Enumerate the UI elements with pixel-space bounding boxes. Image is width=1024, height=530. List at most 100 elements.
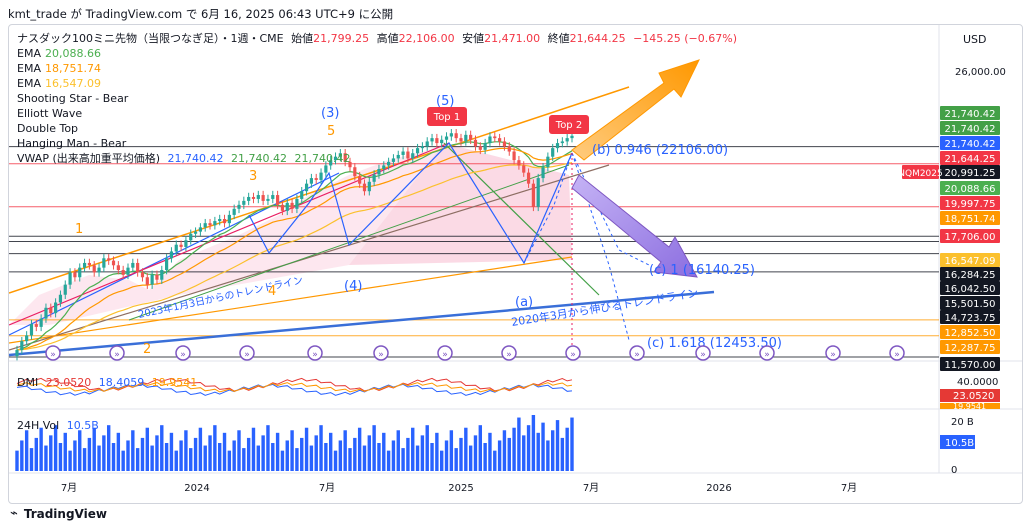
price-tag-label[interactable]: 12,287.75 [945,343,996,354]
legend[interactable]: ナスダック100ミニ先物（当限つなぎ足）・1週・CME 始値21,799.25 … [17,31,737,166]
candle-body[interactable] [261,195,265,201]
candle-body[interactable] [242,200,246,205]
ema-16547-line[interactable] [16,162,573,351]
trendline-green[interactable] [128,164,570,321]
price-tag-label[interactable]: 20,088.66 [945,184,996,195]
time-marker-circle[interactable] [825,345,841,361]
trendline-orange-lower[interactable] [9,256,573,344]
candle-body[interactable] [464,134,468,142]
candle-body[interactable] [546,156,550,168]
candle-body[interactable] [150,274,154,285]
price-tag-label[interactable]: 21,740.42 [945,109,996,120]
candle-body[interactable] [111,260,116,266]
price-tag-label[interactable]: 19,997.75 [945,199,996,210]
candle-body[interactable] [430,138,434,142]
candle-body[interactable] [140,272,145,278]
time-marker-circle[interactable] [45,345,61,361]
candle-body[interactable] [531,183,535,207]
trendline-green-down[interactable] [443,142,600,296]
candle-body[interactable] [193,231,198,234]
time-marker-circle[interactable] [629,345,645,361]
candle-body[interactable] [338,153,342,157]
candle-body[interactable] [526,172,531,184]
top1-callout[interactable]: Top 1 [427,107,467,126]
candle-body[interactable] [126,267,130,275]
candlestick-series[interactable] [15,129,574,361]
indicator-row[interactable]: Double Top [17,121,737,136]
trendline-2020[interactable] [9,290,715,357]
indicator-row[interactable]: EMA 18,751.74 [17,61,737,76]
candle-body[interactable] [247,196,251,201]
top2-callout[interactable]: Top 2 [549,115,589,134]
candle-body[interactable] [333,156,338,161]
price-tag-label[interactable]: 17,706.00 [945,232,996,243]
currency-label[interactable]: USD [963,33,987,46]
orange-up-arrow[interactable] [571,59,700,161]
candle-body[interactable] [362,183,367,192]
candle-body[interactable] [565,138,569,142]
time-marker-circle[interactable] [437,345,453,361]
candle-body[interactable] [502,141,507,147]
price-tag-label[interactable]: 20,991.25 [945,168,996,179]
price-tag-label[interactable]: 21,644.25 [945,154,996,165]
candle-body[interactable] [82,262,87,268]
chart-container[interactable]: Top 1 Top 2 1 2 3 4 5 (3) (4) (5) (a) (b… [8,24,1023,504]
candle-body[interactable] [329,160,333,166]
candle-body[interactable] [232,208,236,215]
candle-body[interactable] [97,267,101,273]
price-axis[interactable]: 21,740.42 21,740.42 21,740.42 21,644.25 20,9… [898,67,1006,476]
candle-body[interactable] [319,172,323,180]
candle-body[interactable] [237,204,241,209]
candle-body[interactable] [415,148,420,154]
channel-blue-upper[interactable] [9,172,340,336]
candle-body[interactable] [266,198,270,201]
candle-body[interactable] [34,324,38,327]
candle-body[interactable] [58,294,63,303]
candle-body[interactable] [102,258,106,268]
time-marker-circle[interactable] [307,345,323,361]
candle-body[interactable] [401,151,405,155]
candle-body[interactable] [218,219,222,222]
candle-body[interactable] [222,219,227,224]
candle-body[interactable] [107,258,111,261]
candle-body[interactable] [29,324,34,336]
indicator-list[interactable]: EMA 20,088.66 EMA 18,751.74 EMA 16,547.09 Shoo… [17,46,737,151]
candle-body[interactable] [507,146,511,152]
candle-body[interactable] [483,143,487,150]
candle-body[interactable] [121,270,125,275]
candle-body[interactable] [454,133,458,139]
candle-body[interactable] [517,160,521,166]
candle-body[interactable] [387,161,391,166]
ema-18751-line[interactable] [16,147,573,351]
time-marker-circle[interactable] [695,345,711,361]
candle-body[interactable] [396,154,400,159]
candle-body[interactable] [227,214,231,224]
time-marker-circle[interactable] [373,345,389,361]
candle-body[interactable] [271,195,275,199]
price-tag-label[interactable]: 16,042.50 [945,284,996,295]
price-tag-label[interactable]: 18,751.74 [945,214,996,225]
candle-body[interactable] [420,146,424,149]
candle-body[interactable] [555,143,560,149]
time-markers[interactable]: » » » » » » » » » » » » » » [45,345,905,361]
candle-body[interactable] [560,141,564,144]
candle-body[interactable] [425,141,429,147]
candle-body[interactable] [39,318,43,327]
time-marker-circle[interactable] [889,345,905,361]
candle-body[interactable] [92,265,96,273]
candle-body[interactable] [382,165,386,170]
candle-body[interactable] [343,153,347,162]
candle-body[interactable] [44,307,48,319]
candle-body[interactable] [160,270,164,280]
dmi-legend[interactable]: DMI 23.0520 18.4059 19.9541 [17,376,197,389]
price-tag-label[interactable]: 12,852.50 [945,328,996,339]
candle-body[interactable] [155,274,159,280]
price-tag-label[interactable]: 11,570.00 [945,360,996,371]
candle-body[interactable] [498,138,502,142]
dmi-pane[interactable] [16,377,573,396]
candle-body[interactable] [541,167,545,179]
time-marker-circle[interactable] [501,345,517,361]
price-tag-label[interactable]: 16,284.25 [945,270,996,281]
candle-body[interactable] [295,198,299,209]
candle-body[interactable] [73,272,77,278]
